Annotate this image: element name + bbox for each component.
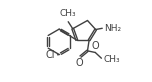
Text: NH₂: NH₂ (105, 24, 122, 33)
Text: O: O (75, 58, 83, 68)
Text: CH₃: CH₃ (60, 9, 76, 18)
Text: Cl: Cl (45, 50, 55, 60)
Text: O: O (92, 41, 99, 51)
Text: CH₃: CH₃ (104, 55, 120, 64)
